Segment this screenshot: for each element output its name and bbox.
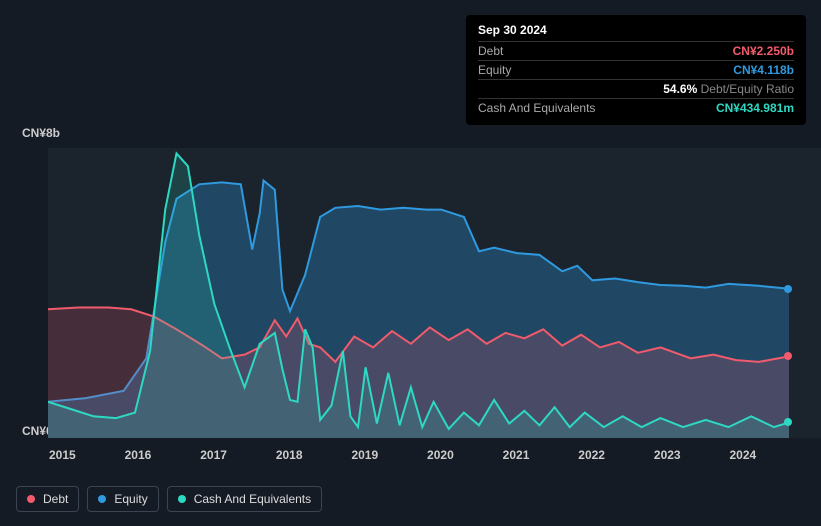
legend-label: Equity — [114, 492, 147, 506]
x-tick: 2020 — [427, 448, 428, 462]
legend-item-equity[interactable]: Equity — [87, 486, 158, 512]
x-tick: 2023 — [654, 448, 655, 462]
legend-swatch — [27, 495, 35, 503]
y-axis-max-label: CN¥8b — [22, 126, 60, 140]
x-tick: 2018 — [276, 448, 277, 462]
legend-swatch — [98, 495, 106, 503]
x-tick: 2016 — [125, 448, 126, 462]
tooltip-row: Debt CN¥2.250b — [478, 41, 794, 60]
legend: Debt Equity Cash And Equivalents — [16, 486, 322, 512]
tooltip-row-label: Debt — [478, 44, 503, 58]
tooltip-date: Sep 30 2024 — [478, 23, 794, 41]
tooltip-row-label: Cash And Equivalents — [478, 101, 595, 115]
tooltip-row: Equity CN¥4.118b — [478, 60, 794, 79]
legend-swatch — [178, 495, 186, 503]
chart-svg — [48, 148, 789, 438]
tooltip-row-value: 54.6% Debt/Equity Ratio — [663, 82, 794, 96]
x-tick: 2024 — [730, 448, 731, 462]
legend-label: Cash And Equivalents — [194, 492, 311, 506]
tooltip-row-label: Equity — [478, 63, 511, 77]
legend-item-cash-and-equivalents[interactable]: Cash And Equivalents — [167, 486, 322, 512]
tooltip-row-value: CN¥434.981m — [716, 101, 794, 115]
series-end-dot — [784, 352, 792, 360]
legend-item-debt[interactable]: Debt — [16, 486, 79, 512]
tooltip-row-value: CN¥4.118b — [733, 63, 794, 77]
tooltip-row-value: CN¥2.250b — [733, 44, 794, 58]
tooltip-row: Cash And Equivalents CN¥434.981m — [478, 98, 794, 117]
tooltip-row: 54.6% Debt/Equity Ratio — [478, 79, 794, 98]
x-tick: 2015 — [49, 448, 50, 462]
x-tick: 2021 — [503, 448, 504, 462]
x-tick: 2022 — [578, 448, 579, 462]
series-end-dot — [784, 418, 792, 426]
series-end-dot — [784, 285, 792, 293]
chart-plot-area[interactable] — [48, 148, 821, 438]
chart-tooltip: Sep 30 2024 Debt CN¥2.250b Equity CN¥4.118b… — [466, 15, 806, 125]
x-tick: 2019 — [351, 448, 352, 462]
x-tick: 2017 — [200, 448, 201, 462]
legend-label: Debt — [43, 492, 68, 506]
